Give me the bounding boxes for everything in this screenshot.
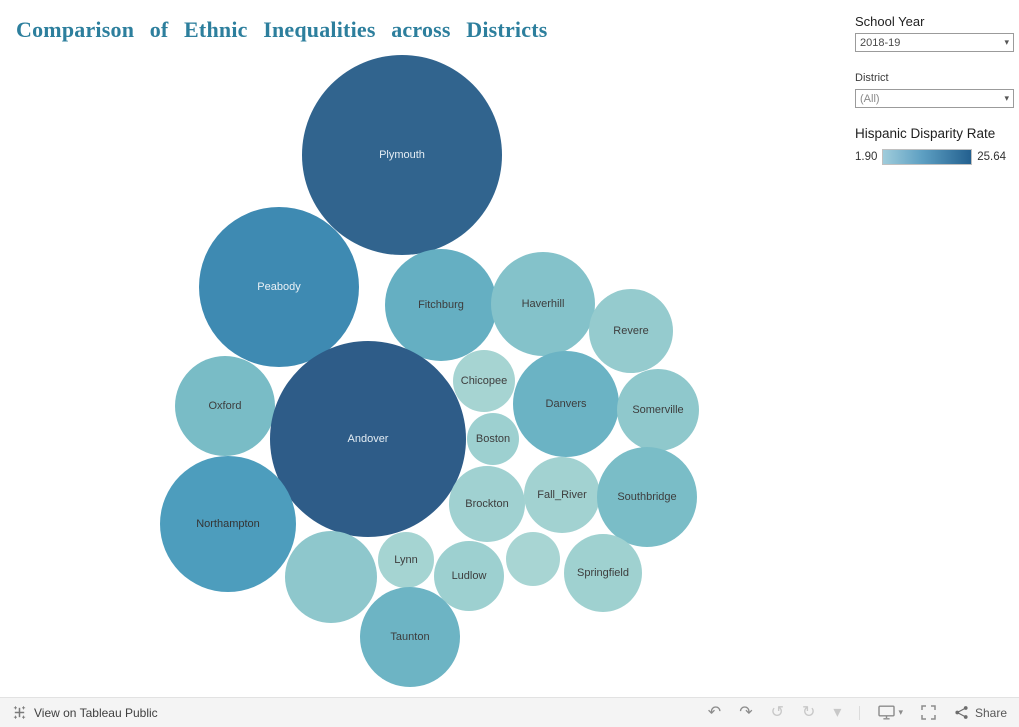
bubble-ludlow[interactable]: Ludlow <box>434 541 504 611</box>
bubble-chart: Plymouth Peabody Fitchburg Haverhill Revere C… <box>160 55 699 687</box>
bubble-haverhill[interactable]: Haverhill <box>491 252 595 356</box>
bubble-label: Haverhill <box>521 297 565 310</box>
fullscreen-icon <box>921 705 936 720</box>
bubble-label: Northampton <box>196 517 260 530</box>
district-dropdown[interactable]: (All) ▾ <box>855 89 1014 108</box>
bubble-danvers[interactable]: Danvers <box>513 351 619 457</box>
page-title: Comparison of Ethnic Inequalities across… <box>16 17 548 42</box>
chevron-down-icon: ▾ <box>1004 93 1009 103</box>
view-on-tableau-public-link[interactable]: View on Tableau Public <box>12 705 158 720</box>
bubble-fitchburg[interactable]: Fitchburg <box>385 249 497 361</box>
bubble-revere[interactable]: Revere <box>589 289 673 373</box>
bubble-springfield[interactable]: Springfield <box>564 534 642 612</box>
legend-gradient-bar <box>882 149 973 165</box>
bubble-taunton[interactable]: Taunton <box>360 587 460 687</box>
color-legend: 1.90 25.64 <box>855 149 1006 165</box>
download-button[interactable]: ▾ <box>878 705 903 720</box>
refresh-icon[interactable]: ↻ <box>802 703 816 721</box>
school-year-value: 2018-19 <box>860 36 901 49</box>
bubble-fall_river[interactable]: Fall_River <box>524 457 600 533</box>
bubble-label: Andover <box>347 432 389 445</box>
bubble-label: Plymouth <box>379 148 425 161</box>
bubble-boston[interactable]: Boston <box>467 413 519 465</box>
reset-icon[interactable]: ↺ <box>770 703 784 721</box>
tableau-logo-icon <box>13 706 26 719</box>
bubble-label: Lynn <box>394 553 418 566</box>
bubble-label: Fitchburg <box>418 298 464 311</box>
bubble-brockton[interactable]: Brockton <box>449 466 525 542</box>
color-legend-title: Hispanic Disparity Rate <box>855 126 996 141</box>
bubble-label: Boston <box>475 432 511 445</box>
bubble-label: Springfield <box>577 566 629 579</box>
bubble-label: Oxford <box>208 399 242 412</box>
bubble-somerville[interactable]: Somerville <box>617 369 699 451</box>
bubble-label: Fall_River <box>537 488 587 501</box>
bubble-lynn[interactable]: Lynn <box>378 532 434 588</box>
bubble-unlabeled[interactable] <box>285 531 377 623</box>
bubble-plymouth[interactable]: Plymouth <box>302 55 502 255</box>
footer-toolbar: View on Tableau Public ↶ ↷ ↺ ↻ ▾ ▾ <box>0 697 1019 727</box>
toolbar-divider <box>859 705 861 720</box>
school-year-dropdown[interactable]: 2018-19 ▾ <box>855 33 1014 52</box>
bubble-label: Taunton <box>390 630 430 643</box>
bubble-label: Peabody <box>257 280 301 293</box>
bubble-label: Somerville <box>632 403 684 416</box>
legend-max-value: 25.64 <box>977 151 1006 163</box>
bubble-andover[interactable]: Andover <box>270 341 466 537</box>
fullscreen-button[interactable] <box>921 705 936 720</box>
bubble-label: Chicopee <box>460 374 508 387</box>
legend-min-value: 1.90 <box>855 151 878 163</box>
district-label: District <box>855 72 889 84</box>
bubble-peabody[interactable]: Peabody <box>199 207 359 367</box>
undo-icon[interactable]: ↶ <box>707 703 722 721</box>
chevron-down-icon: ▾ <box>898 707 903 717</box>
bubble-label: Revere <box>613 324 649 337</box>
bubble-oxford[interactable]: Oxford <box>175 356 275 456</box>
bubble-label: Southbridge <box>617 490 677 503</box>
bubble-label: Danvers <box>545 397 587 410</box>
view-on-tableau-public-label: View on Tableau Public <box>34 705 158 720</box>
school-year-label: School Year <box>855 14 925 29</box>
share-button[interactable]: Share <box>954 705 1007 720</box>
bubble-southbridge[interactable]: Southbridge <box>597 447 697 547</box>
share-icon <box>955 706 968 719</box>
chevron-down-icon: ▾ <box>1004 37 1009 47</box>
bubble-label: Brockton <box>465 497 509 510</box>
display-download-icon <box>878 705 896 720</box>
toolbar-actions: ↶ ↷ ↺ ↻ ▾ ▾ <box>690 703 1007 721</box>
pause-caret-icon[interactable]: ▾ <box>833 703 842 721</box>
bubble-chicopee[interactable]: Chicopee <box>453 350 515 412</box>
bubble-northampton[interactable]: Northampton <box>160 456 296 592</box>
share-label: Share <box>974 705 1007 720</box>
bubble-unlabeled[interactable] <box>506 532 560 586</box>
history-controls: ↶ ↷ ↺ ↻ ▾ <box>690 703 842 721</box>
district-value: (All) <box>860 92 880 105</box>
bubble-label: Ludlow <box>451 569 487 582</box>
redo-icon[interactable]: ↷ <box>739 703 753 721</box>
